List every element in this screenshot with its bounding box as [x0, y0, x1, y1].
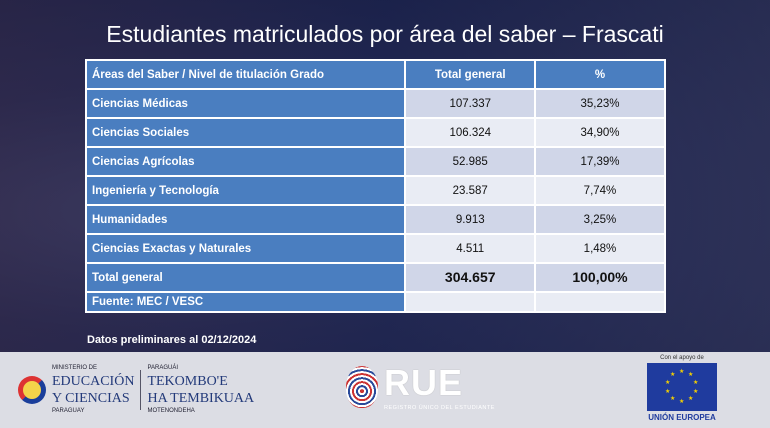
mec-l2: EDUCACIÓN	[52, 374, 135, 389]
enrollment-table: Áreas del Saber / Nivel de titulación Gr…	[84, 59, 667, 313]
cell-area: Ciencias Agrícolas	[84, 146, 407, 177]
cell-area: Ciencias Sociales	[84, 117, 407, 148]
cell-area: Ciencias Médicas	[84, 88, 407, 119]
table-row: Ciencias Médicas 107.337 35,23%	[84, 88, 667, 119]
preliminary-note: Datos preliminares al 02/12/2024	[87, 334, 257, 346]
mec-r4: MOTENONDEHA	[147, 408, 195, 414]
cell-total: 9.913	[404, 204, 536, 235]
mec-r1: PARAGUÁI	[147, 365, 179, 371]
cell-total: 52.985	[404, 146, 536, 177]
divider	[140, 370, 142, 410]
paraguay-seal-icon	[18, 376, 46, 404]
mec-r3: HA TEMBIKUAA	[147, 391, 255, 406]
header-total: Total general	[404, 59, 536, 90]
rue-subtitle: REGISTRO ÚNICO DEL ESTUDIANTE	[384, 405, 495, 411]
cell-area: Ciencias Exactas y Naturales	[84, 233, 407, 264]
cell-pct: 17,39%	[533, 146, 667, 177]
empty-cell	[533, 291, 667, 313]
rue-name: RUE	[384, 362, 464, 403]
eu-logo: Con el apoyo de ★ ★ ★ ★ ★ ★ ★ ★ ★ ★ UNIÓN EUROPEA	[646, 354, 718, 423]
cell-pct: 7,74%	[533, 175, 667, 206]
empty-cell	[404, 291, 536, 313]
header-area: Áreas del Saber / Nivel de titulación Gr…	[84, 59, 407, 90]
cell-pct: 1,48%	[533, 233, 667, 264]
table-header: Áreas del Saber / Nivel de titulación Gr…	[84, 59, 667, 90]
eu-flag-icon: ★ ★ ★ ★ ★ ★ ★ ★ ★ ★	[647, 363, 717, 411]
table-row: Ciencias Agrícolas 52.985 17,39%	[84, 146, 667, 177]
total-row: Total general 304.657 100,00%	[84, 262, 667, 293]
page-title: Estudiantes matriculados por área del sa…	[106, 21, 664, 47]
cell-area: Total general	[84, 262, 407, 293]
mec-r2: TEKOMBO'E	[147, 374, 228, 389]
cell-pct: 100,00%	[533, 262, 667, 293]
rue-logo: RUE REGISTRO ÚNICO DEL ESTUDIANTE	[346, 362, 495, 412]
source-text: Fuente: MEC / VESC	[84, 291, 407, 313]
cell-pct: 34,90%	[533, 117, 667, 148]
cell-total: 107.337	[404, 88, 536, 119]
mec-l1: MINISTERIO DE	[52, 365, 98, 371]
mec-l4: PARAGUAY	[52, 408, 85, 414]
cell-total: 23.587	[404, 175, 536, 206]
cell-area: Humanidades	[84, 204, 407, 235]
cell-pct: 3,25%	[533, 204, 667, 235]
table-row: Ciencias Sociales 106.324 34,90%	[84, 117, 667, 148]
fingerprint-icon	[346, 366, 378, 408]
table-row: Ciencias Exactas y Naturales 4.511 1,48%	[84, 233, 667, 264]
mec-logo: MINISTERIO DE EDUCACIÓN Y CIENCIAS PARAGUAY…	[18, 364, 254, 416]
source-row: Fuente: MEC / VESC	[84, 291, 667, 313]
eu-support-text: Con el apoyo de	[660, 355, 704, 361]
header-pct: %	[533, 59, 667, 90]
cell-total: 4.511	[404, 233, 536, 264]
cell-pct: 35,23%	[533, 88, 667, 119]
cell-total: 304.657	[404, 262, 536, 293]
footer	[0, 352, 770, 428]
table-row: Humanidades 9.913 3,25%	[84, 204, 667, 235]
table-row: Ingeniería y Tecnología 23.587 7,74%	[84, 175, 667, 206]
cell-total: 106.324	[404, 117, 536, 148]
eu-label: UNIÓN EUROPEA	[648, 413, 716, 422]
mec-l3: Y CIENCIAS	[52, 391, 130, 406]
cell-area: Ingeniería y Tecnología	[84, 175, 407, 206]
